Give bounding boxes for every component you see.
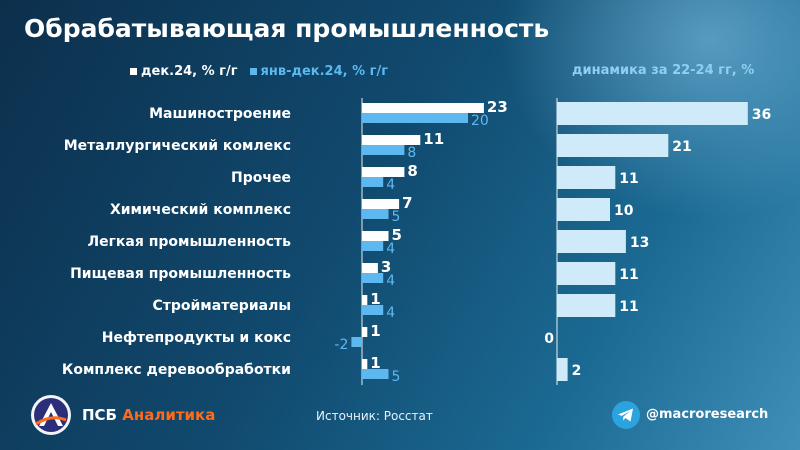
data-label-year: 4 — [386, 177, 395, 193]
brand-psb: ПСБ — [82, 406, 117, 424]
data-label-dec: 1 — [370, 290, 380, 308]
bar-year — [362, 177, 384, 187]
data-label-dec: 23 — [487, 98, 508, 116]
data-label-dec: 5 — [392, 226, 402, 244]
data-label-right: 11 — [619, 299, 638, 315]
bar-year — [362, 241, 384, 251]
data-label-right: 11 — [619, 171, 638, 187]
data-label-dec: 3 — [381, 258, 391, 276]
bar-right — [557, 134, 669, 157]
category-label: Химический комплекс — [110, 202, 291, 218]
bar-right — [557, 230, 626, 253]
data-label-right: 0 — [544, 331, 554, 347]
bar-year — [362, 113, 468, 123]
bar-right — [557, 358, 568, 381]
bar-year — [362, 305, 384, 315]
source-note: Источник: Росстат — [316, 409, 433, 423]
bar-right — [557, 166, 616, 189]
bar-year — [362, 145, 405, 155]
data-label-year: 5 — [392, 209, 401, 225]
bar-right — [557, 198, 610, 221]
category-label: Металлургический комлекс — [64, 138, 291, 154]
data-label-year: 4 — [386, 241, 395, 257]
legend: дек.24, % г/г янв-дек.24, % г/г — [130, 64, 388, 79]
bar-dec — [362, 135, 421, 145]
bar-year — [362, 369, 389, 379]
legend-label-year: янв-дек.24, % г/г — [260, 64, 388, 79]
category-label: Прочее — [231, 170, 291, 186]
bar-dec — [362, 167, 405, 177]
data-label-right: 36 — [752, 107, 771, 123]
bar-dec — [362, 231, 389, 241]
bar-dec — [362, 295, 368, 305]
category-label: Машиностроение — [149, 106, 291, 122]
bar-right — [557, 294, 616, 317]
data-label-year: 4 — [386, 273, 395, 289]
category-label: Пищевая промышленность — [70, 266, 291, 282]
bar-dec — [362, 103, 484, 113]
brand-analytics: Аналитика — [122, 406, 216, 424]
page-title: Обрабатывающая промышленность — [24, 14, 550, 43]
data-label-year: 8 — [407, 145, 416, 161]
legend-item-year: янв-дек.24, % г/г — [249, 64, 388, 79]
data-label-dec: 8 — [407, 162, 417, 180]
legend-swatch-dec — [130, 68, 137, 75]
category-label: Легкая промышленность — [87, 234, 291, 250]
legend-swatch-year — [249, 68, 257, 75]
data-label-year: 5 — [392, 369, 401, 385]
legend-item-dec: дек.24, % г/г — [130, 64, 238, 79]
data-label-year: 20 — [471, 113, 489, 129]
bar-dec — [362, 199, 400, 209]
brand-name: ПСБ Аналитика — [82, 406, 215, 424]
bar-right — [557, 102, 748, 125]
telegram-handle[interactable]: @macroresearch — [646, 407, 769, 422]
data-label-dec: 11 — [423, 130, 444, 148]
bar-right — [557, 262, 616, 285]
data-label-right: 2 — [572, 363, 582, 379]
data-label-dec: 7 — [402, 194, 412, 212]
data-label-dec: 1 — [370, 354, 380, 372]
data-label-year: 4 — [386, 305, 395, 321]
data-label-year: -2 — [334, 337, 348, 353]
data-label-right: 21 — [672, 139, 691, 155]
psb-logo-icon — [31, 395, 71, 435]
category-label: Стройматериалы — [152, 298, 291, 314]
category-label: Нефтепродукты и кокс — [102, 330, 291, 346]
bar-dec — [362, 263, 378, 273]
data-label-dec: 1 — [370, 322, 380, 340]
category-label: Комплекс деревообработки — [62, 362, 291, 378]
telegram-icon[interactable] — [612, 401, 640, 429]
bar-year — [351, 337, 362, 347]
bar-dec — [362, 327, 368, 337]
legend-label-dec: дек.24, % г/г — [141, 64, 238, 79]
data-label-right: 13 — [630, 235, 649, 251]
bar-year — [362, 273, 384, 283]
bar-dec — [362, 359, 368, 369]
right-chart-title: динамика за 22-24 гг, % — [572, 63, 755, 78]
bar-year — [362, 209, 389, 219]
data-label-right: 10 — [614, 203, 634, 219]
data-label-right: 11 — [619, 267, 638, 283]
